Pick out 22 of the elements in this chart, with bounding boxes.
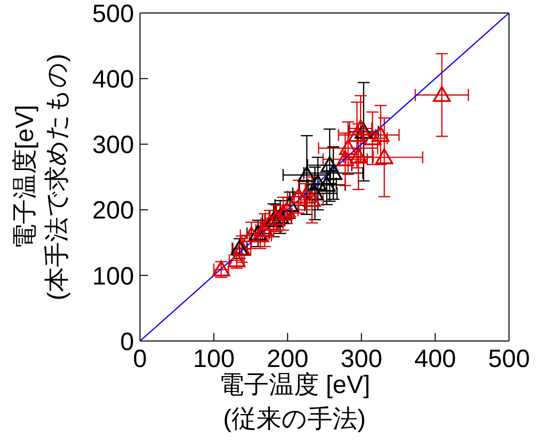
y-tick-label: 400 [92, 65, 134, 94]
x-tick-label: 200 [266, 344, 308, 373]
x-tick-label: 500 [488, 344, 530, 373]
point [432, 86, 451, 102]
x-tick-label: 400 [414, 344, 456, 373]
point [298, 166, 316, 182]
point [324, 164, 342, 180]
x-tick-label: 300 [340, 344, 382, 373]
y-tick-label: 100 [92, 262, 134, 290]
point [336, 150, 354, 166]
point [354, 122, 373, 139]
x-axis-title: 電子温度 [eV] (従来の手法) [218, 371, 370, 433]
point [339, 139, 358, 156]
y-tick-label: 300 [92, 131, 134, 160]
y-tick-label: 200 [92, 196, 134, 225]
point [308, 174, 327, 190]
y-tick-label: 500 [92, 0, 134, 28]
point [348, 126, 366, 142]
point [306, 184, 324, 200]
point [303, 191, 321, 207]
x-tick-label: 100 [192, 344, 235, 373]
y-axis-title: 電子温度[eV] (本手法で求めたもの) [11, 54, 71, 300]
